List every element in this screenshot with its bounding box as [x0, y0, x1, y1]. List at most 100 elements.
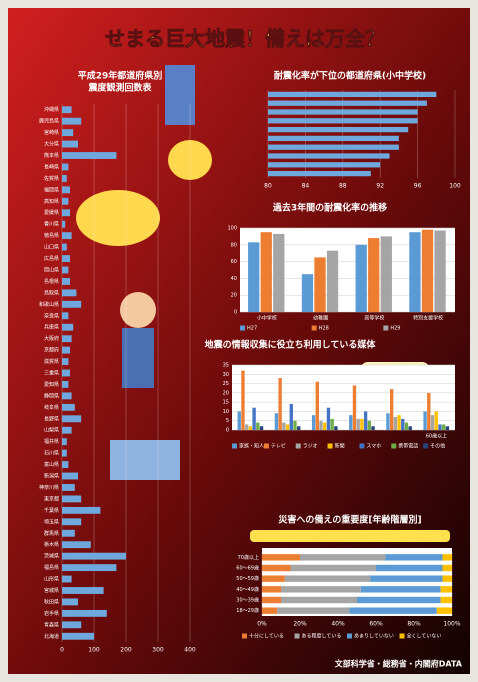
- bar: [62, 220, 66, 228]
- legend-swatch: [359, 443, 365, 449]
- bar: [62, 140, 78, 148]
- y-tick-label: 兵庫県: [44, 324, 59, 331]
- bar: [380, 236, 392, 312]
- y-tick-label: 長崎県: [44, 163, 59, 170]
- bar: [311, 415, 316, 430]
- bar: [256, 422, 260, 430]
- bar: [367, 420, 372, 430]
- bar: [62, 152, 117, 159]
- y-tick-label: 宮城県: [44, 587, 59, 594]
- chart-title: 耐震化率が下位の都道府県(小中学校): [274, 70, 426, 82]
- bar-segment: [349, 607, 437, 614]
- footer: 文部科学省・総務省・内閣府DATA: [335, 659, 463, 669]
- y-tick-label: 50〜59歳: [236, 575, 259, 582]
- y-tick-label: 長野県: [44, 415, 59, 422]
- chart-title: 過去3年間の耐震化率の推移: [272, 202, 387, 214]
- bar: [268, 153, 390, 159]
- y-tick-label: 山形県: [44, 576, 59, 583]
- bar: [386, 413, 390, 430]
- bar: [401, 418, 405, 430]
- legend-swatch: [327, 443, 333, 449]
- y-tick-label: 宮崎県: [44, 129, 59, 136]
- bar-segment: [357, 596, 441, 604]
- bar: [62, 426, 72, 434]
- y-tick-label: 香川県: [44, 221, 59, 228]
- y-tick-label: 愛媛県: [44, 209, 59, 216]
- bar: [356, 418, 360, 430]
- chart-subtitle: 震度観測回数表: [87, 82, 152, 94]
- x-tick-label: 0%: [257, 621, 267, 628]
- bar: [349, 415, 353, 430]
- bar-segment: [360, 586, 441, 593]
- bar: [421, 229, 434, 312]
- legend-label: ラジオ: [303, 444, 318, 450]
- x-tick-label: 92: [376, 183, 384, 190]
- bar-segment: [440, 596, 452, 604]
- bar: [62, 381, 69, 388]
- bar-segment: [281, 586, 361, 593]
- y-tick-label: 5: [226, 418, 229, 424]
- legend-label: ある程度している: [302, 633, 342, 640]
- legend-label: 携帯電話: [398, 443, 418, 450]
- x-tick-label: 200: [120, 647, 132, 654]
- x-tick-label: 400: [184, 647, 196, 654]
- y-tick-label: 島根県: [44, 278, 59, 285]
- bar: [62, 323, 74, 331]
- y-tick-label: 岡山県: [44, 266, 59, 273]
- y-tick-label: 15: [223, 400, 229, 406]
- bar: [62, 403, 75, 411]
- bar: [62, 392, 72, 400]
- bar-segment: [385, 554, 443, 561]
- bar: [268, 126, 409, 133]
- y-tick-label: 10: [223, 409, 229, 415]
- bar: [334, 426, 338, 430]
- y-tick-label: 愛知県: [44, 381, 59, 388]
- person-illustration: [122, 328, 154, 388]
- y-tick-label: 60〜69歳: [236, 565, 259, 572]
- legend-swatch: [263, 443, 269, 449]
- legend-swatch: [347, 633, 352, 639]
- y-tick-label: 北海道: [44, 633, 59, 640]
- y-tick-label: 80: [231, 242, 237, 248]
- poster-title: せまる巨大地震！備えは万全？: [105, 27, 385, 51]
- x-tick-label: 60%: [369, 621, 383, 628]
- bar: [62, 266, 69, 274]
- y-tick-label: 秋田県: [44, 598, 59, 605]
- bar-segment: [376, 564, 443, 572]
- building-illustration: [165, 65, 195, 125]
- bar: [389, 389, 394, 430]
- bar: [404, 422, 409, 430]
- bar: [273, 233, 285, 312]
- y-tick-label: 神奈川県: [39, 484, 59, 491]
- y-tick-label: 18〜29歳: [236, 607, 259, 614]
- bar: [248, 242, 260, 312]
- x-tick-label: 100%: [443, 621, 460, 628]
- bar: [62, 255, 70, 262]
- bar: [268, 135, 399, 142]
- plot-area: [232, 365, 455, 430]
- bar: [409, 232, 421, 312]
- y-tick-label: 三重県: [44, 370, 59, 377]
- bar: [62, 587, 104, 594]
- y-tick-label: 佐賀県: [44, 175, 59, 182]
- bar: [62, 609, 107, 617]
- y-tick-label: 山梨県: [44, 427, 59, 434]
- bar: [62, 209, 70, 217]
- x-tick-label: 80: [264, 183, 272, 190]
- y-tick-label: 35: [223, 363, 229, 369]
- legend-swatch: [311, 325, 317, 331]
- bar: [62, 346, 70, 354]
- chart-title: 平成29年都道府県別: [78, 70, 163, 82]
- y-tick-label: 岩手県: [44, 610, 59, 617]
- bar-segment: [281, 596, 357, 604]
- y-tick-label: 青森県: [44, 621, 59, 628]
- x-tick-label: 特別支援学校: [413, 315, 443, 322]
- bar: [430, 415, 435, 430]
- y-tick-label: 富山県: [44, 461, 59, 468]
- bar: [62, 312, 69, 320]
- bar: [62, 461, 69, 469]
- bar: [62, 369, 70, 377]
- bar-segment: [262, 575, 285, 582]
- y-tick-label: 京都府: [44, 347, 59, 354]
- x-tick-label: 20%: [293, 621, 307, 628]
